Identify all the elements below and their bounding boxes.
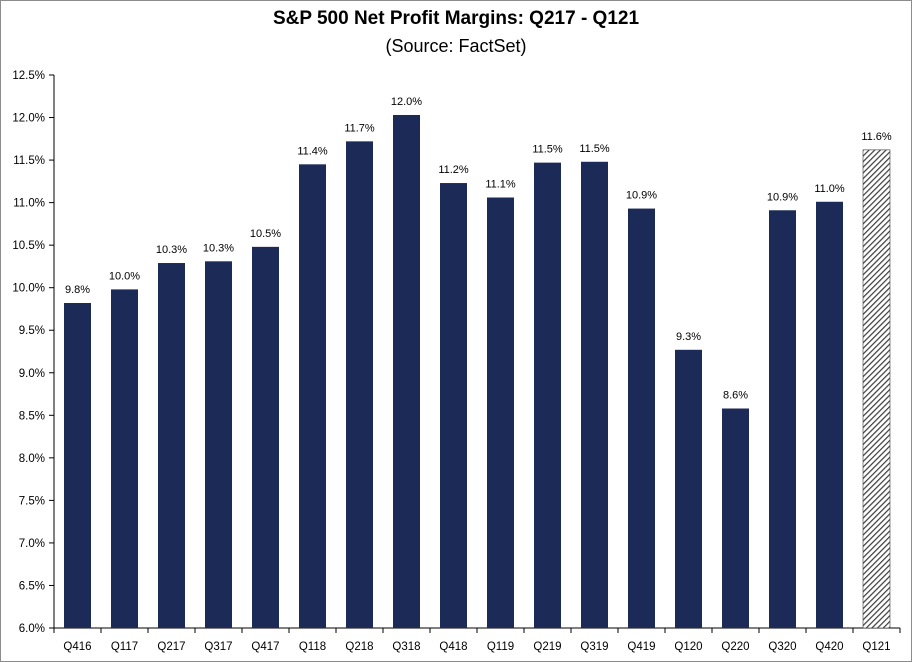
x-tick-label: Q320 <box>768 641 796 653</box>
y-tick-label: 7.5% <box>19 495 45 507</box>
axes: 6.0% 6.5% 7.0% 7.5% 8.0% 8.5% 9.0% 9.5% 10.0% 10.… <box>12 70 901 653</box>
bar-q119 <box>487 197 514 628</box>
y-tick-label: 11.0% <box>13 198 45 210</box>
data-label: 12.0% <box>391 96 422 108</box>
data-label: 9.3% <box>676 331 701 343</box>
data-label: 10.9% <box>767 191 798 203</box>
y-tick-label: 11.5% <box>13 155 45 167</box>
y-tick-label: 8.0% <box>19 453 45 465</box>
x-tick-label: Q120 <box>674 641 702 653</box>
data-label: 11.2% <box>438 164 469 176</box>
bar-q219 <box>534 162 561 629</box>
y-tick-label: 6.0% <box>19 623 45 635</box>
x-tick-label: Q118 <box>299 641 326 653</box>
x-tick-label: Q420 <box>815 641 843 653</box>
bar-q220 <box>722 408 749 628</box>
y-tick-label: 9.0% <box>19 368 45 380</box>
bar-q318 <box>393 114 420 629</box>
y-tick-label: 9.5% <box>19 325 45 337</box>
x-tick-label: Q317 <box>204 641 232 653</box>
x-tick-label: Q119 <box>487 641 514 653</box>
bar-q320 <box>769 210 796 628</box>
data-label: 10.9% <box>626 190 657 202</box>
y-tick-label: 7.0% <box>19 538 45 550</box>
bar-q418 <box>440 183 467 628</box>
bar-q217 <box>158 263 185 628</box>
x-tick-label: Q218 <box>345 641 373 653</box>
x-tick-label: Q419 <box>627 641 655 653</box>
data-label: 11.0% <box>814 183 845 195</box>
data-label: 11.4% <box>297 145 328 157</box>
x-tick-label: Q217 <box>157 641 185 653</box>
bar-q416 <box>64 303 91 628</box>
x-tick-label: Q417 <box>251 641 279 653</box>
y-tick-label: 10.5% <box>12 240 45 252</box>
data-label: 10.3% <box>203 242 234 254</box>
bar-q118 <box>299 164 326 629</box>
bar-q218 <box>346 141 373 629</box>
y-tick-label: 8.5% <box>19 410 45 422</box>
x-tick-label: Q117 <box>111 641 138 653</box>
chart-subtitle: (Source: FactSet) <box>385 36 527 56</box>
data-label: 10.3% <box>156 244 187 256</box>
data-label: 10.5% <box>250 228 281 240</box>
bar-q117 <box>111 289 138 628</box>
data-label: 8.6% <box>723 390 748 402</box>
x-tick-label: Q121 <box>862 641 890 653</box>
data-label: 11.1% <box>485 179 516 191</box>
bar-q420 <box>816 201 843 628</box>
bar-q319 <box>581 161 608 629</box>
data-label: 11.6% <box>861 131 892 143</box>
x-tick-label: Q220 <box>721 641 749 653</box>
x-tick-label: Q219 <box>533 641 561 653</box>
x-tick-label: Q418 <box>439 641 467 653</box>
x-tick-label: Q416 <box>63 641 91 653</box>
y-tick-label: 6.5% <box>19 580 45 592</box>
bar-q419 <box>628 208 655 628</box>
bar-q121 <box>862 149 891 629</box>
y-tick-label: 12.0% <box>12 113 45 125</box>
data-label: 10.0% <box>109 270 140 282</box>
chart-title: S&P 500 Net Profit Margins: Q217 - Q121 <box>272 8 640 29</box>
bars <box>64 114 891 629</box>
data-label: 11.5% <box>579 143 610 155</box>
data-label: 11.5% <box>532 144 563 156</box>
data-label: 11.7% <box>344 122 375 134</box>
bar-q317 <box>205 261 232 628</box>
y-tick-label: 12.5% <box>12 70 45 82</box>
bar-q120 <box>675 349 702 628</box>
bar-q417 <box>252 246 279 628</box>
x-tick-label: Q319 <box>580 641 608 653</box>
y-tick-label: 10.0% <box>12 283 45 295</box>
data-labels: 9.8% 10.0% 10.3% 10.3% 10.5% 11.4% 11.7% 12.0% 1… <box>65 96 892 402</box>
x-tick-label: Q318 <box>392 641 420 653</box>
data-label: 9.8% <box>65 284 90 296</box>
